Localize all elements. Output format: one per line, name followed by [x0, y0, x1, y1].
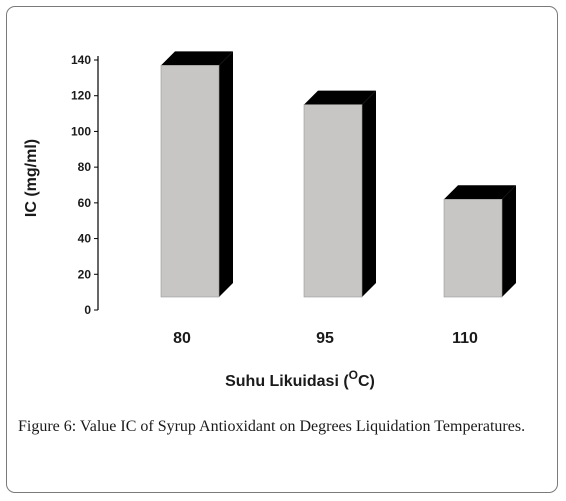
bar-top [161, 51, 233, 66]
bar-top [444, 185, 516, 200]
x-tick-label: 110 [452, 330, 478, 347]
y-tick-label: 140 [71, 53, 91, 67]
bar-side [219, 51, 233, 297]
bar-side [362, 90, 376, 298]
y-tick-label: 20 [78, 267, 92, 281]
x-axis-label-suffix: C) [358, 373, 375, 390]
bar-front [303, 104, 363, 298]
x-axis-label-superscript: O [349, 368, 358, 382]
x-tick-label: 95 [316, 330, 334, 347]
y-axis: 0 20 40 60 80 100 120 140 [71, 53, 99, 317]
bar-front [443, 198, 503, 298]
y-axis-label: IC (mg/ml) [23, 139, 40, 217]
y-tick-label: 60 [78, 196, 92, 210]
bar-top [304, 90, 376, 105]
bar-chart: 0 20 40 60 80 100 120 140 80 95 110 IC (mg/ml) Su… [23, 51, 516, 390]
bar [303, 90, 376, 298]
bar-side [502, 185, 516, 297]
caption-text: Value IC of Syrup Antioxidant on Degrees… [76, 418, 526, 435]
y-tick-label: 100 [71, 124, 91, 138]
y-tick-label: 0 [84, 303, 91, 317]
x-axis-ticks: 80 95 110 [173, 330, 478, 347]
y-tick-label: 120 [71, 89, 91, 103]
x-axis-label: Suhu Likuidasi (OC) [225, 368, 375, 390]
figure-caption: Figure 6: Value IC of Syrup Antioxidant … [18, 416, 550, 438]
x-tick-label: 80 [173, 330, 191, 347]
bar [443, 185, 516, 298]
x-axis-label-main: Suhu Likuidasi ( [225, 373, 349, 390]
caption-label: Figure 6: [18, 418, 77, 435]
bar-front [160, 65, 220, 298]
y-tick-label: 40 [78, 232, 92, 246]
figure-frame [6, 6, 558, 493]
bars [160, 51, 516, 298]
y-tick-label: 80 [78, 160, 92, 174]
bar [160, 51, 233, 298]
